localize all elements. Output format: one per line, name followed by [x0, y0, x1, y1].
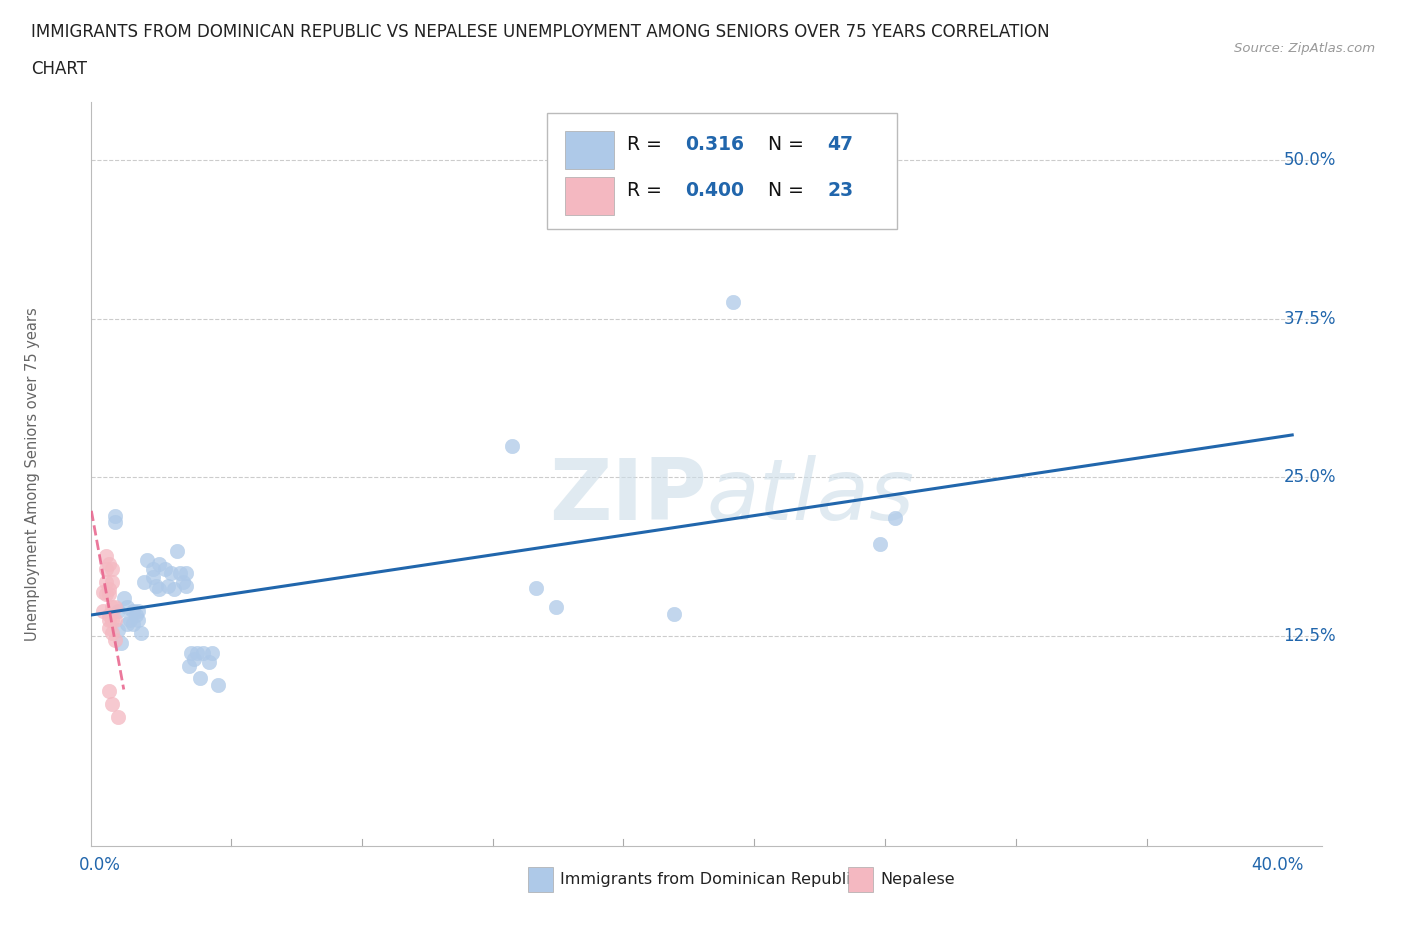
Text: IMMIGRANTS FROM DOMINICAN REPUBLIC VS NEPALESE UNEMPLOYMENT AMONG SENIORS OVER 7: IMMIGRANTS FROM DOMINICAN REPUBLIC VS NE…	[31, 23, 1049, 41]
FancyBboxPatch shape	[848, 867, 873, 893]
Point	[104, 613, 127, 628]
Point	[174, 578, 197, 593]
Point	[98, 587, 121, 602]
Point	[104, 632, 127, 647]
Point	[121, 617, 143, 631]
Point	[94, 575, 117, 590]
Point	[127, 613, 149, 628]
Point	[101, 625, 124, 640]
Point	[166, 544, 188, 559]
FancyBboxPatch shape	[529, 867, 553, 893]
Point	[153, 562, 176, 577]
Text: R =: R =	[627, 135, 668, 154]
Point	[198, 655, 221, 670]
Point	[186, 645, 208, 660]
Point	[118, 613, 141, 628]
Point	[160, 565, 183, 580]
Point	[94, 562, 117, 577]
Point	[134, 575, 156, 590]
Point	[98, 613, 121, 628]
Point	[101, 575, 124, 590]
Point	[721, 295, 744, 310]
FancyBboxPatch shape	[565, 130, 614, 169]
Point	[115, 617, 138, 631]
Point	[101, 613, 124, 628]
Point	[136, 552, 159, 567]
Point	[101, 562, 124, 577]
Point	[101, 600, 124, 615]
Point	[156, 578, 179, 593]
Point	[107, 623, 129, 638]
Point	[98, 582, 121, 597]
Point	[169, 565, 191, 580]
Text: 40.0%: 40.0%	[1251, 857, 1303, 874]
Point	[107, 604, 129, 618]
Text: 0.0%: 0.0%	[79, 857, 121, 874]
Point	[124, 607, 146, 622]
Point	[98, 620, 121, 635]
Text: 0.400: 0.400	[686, 181, 745, 200]
Point	[524, 580, 547, 595]
Text: 0.316: 0.316	[686, 135, 745, 154]
Point	[546, 600, 568, 615]
Point	[104, 508, 127, 523]
Text: CHART: CHART	[31, 60, 87, 78]
Point	[91, 584, 114, 599]
Point	[869, 537, 891, 551]
Point	[145, 578, 167, 593]
Point	[163, 582, 186, 597]
Point	[98, 607, 121, 622]
Point	[207, 677, 229, 692]
Text: 23: 23	[827, 181, 853, 200]
FancyBboxPatch shape	[547, 113, 897, 229]
Point	[127, 604, 149, 618]
Point	[177, 658, 200, 673]
Point	[91, 604, 114, 618]
Point	[662, 606, 685, 621]
Text: ZIP: ZIP	[548, 455, 706, 538]
Text: N =: N =	[768, 135, 810, 154]
Point	[98, 556, 121, 571]
Text: 47: 47	[827, 135, 853, 154]
FancyBboxPatch shape	[565, 177, 614, 216]
Point	[98, 684, 121, 698]
Point	[883, 511, 905, 525]
Point	[142, 569, 165, 584]
Text: 50.0%: 50.0%	[1284, 151, 1336, 168]
Point	[101, 697, 124, 711]
Text: 25.0%: 25.0%	[1284, 469, 1336, 486]
Point	[142, 562, 165, 577]
Point	[107, 710, 129, 724]
Point	[94, 549, 117, 564]
Point	[104, 514, 127, 529]
Point	[180, 645, 202, 660]
Text: R =: R =	[627, 181, 668, 200]
Point	[112, 591, 135, 605]
Text: 12.5%: 12.5%	[1284, 628, 1336, 645]
Point	[131, 625, 153, 640]
Text: Source: ZipAtlas.com: Source: ZipAtlas.com	[1234, 42, 1375, 55]
Point	[115, 600, 138, 615]
Point	[188, 671, 211, 685]
Point	[94, 587, 117, 602]
Point	[110, 635, 132, 650]
Point	[148, 556, 170, 571]
Point	[104, 600, 127, 615]
Point	[193, 645, 215, 660]
Text: 37.5%: 37.5%	[1284, 310, 1336, 327]
Text: Unemployment Among Seniors over 75 years: Unemployment Among Seniors over 75 years	[25, 308, 39, 641]
Text: N =: N =	[768, 181, 810, 200]
Point	[172, 575, 194, 590]
Point	[501, 438, 523, 453]
Point	[183, 652, 205, 667]
Point	[201, 645, 224, 660]
Text: Nepalese: Nepalese	[880, 872, 955, 887]
Point	[148, 582, 170, 597]
Text: Immigrants from Dominican Republic: Immigrants from Dominican Republic	[560, 872, 859, 887]
Text: atlas: atlas	[706, 455, 914, 538]
Point	[174, 565, 197, 580]
Point	[121, 604, 143, 618]
